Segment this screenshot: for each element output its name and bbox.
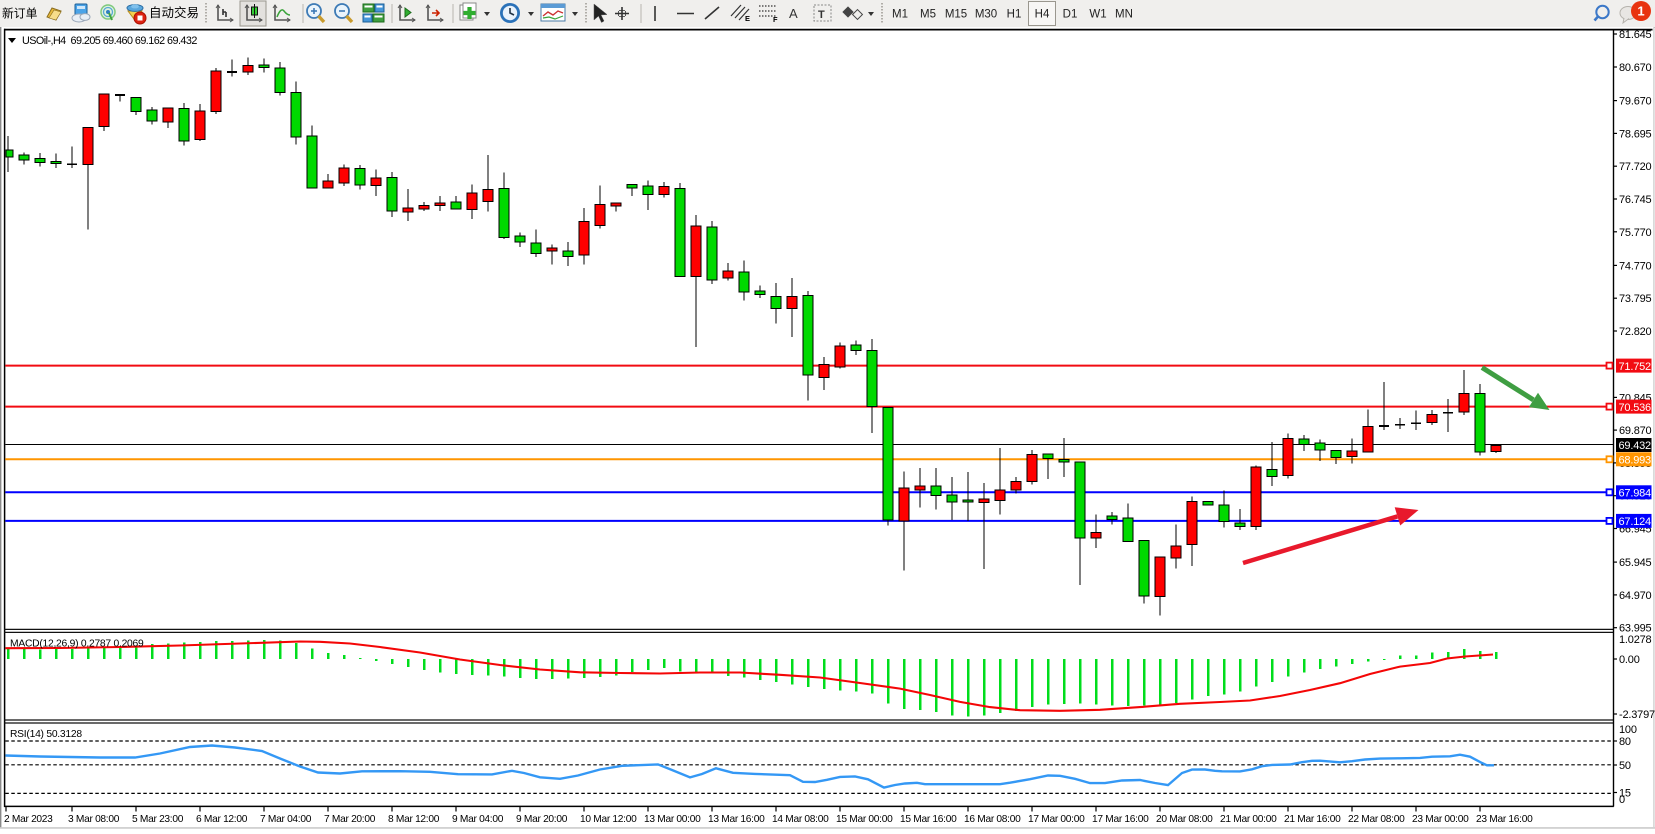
svg-text:5 Mar 23:00: 5 Mar 23:00 [132, 814, 184, 825]
svg-text:67.984: 67.984 [1619, 488, 1652, 500]
svg-text:74.770: 74.770 [1619, 260, 1652, 272]
svg-text:14 Mar 08:00: 14 Mar 08:00 [772, 814, 829, 825]
svg-text:1.0278: 1.0278 [1619, 634, 1652, 646]
svg-text:8 Mar 12:00: 8 Mar 12:00 [388, 814, 440, 825]
svg-text:3 Mar 08:00: 3 Mar 08:00 [68, 814, 120, 825]
svg-text:21 Mar 16:00: 21 Mar 16:00 [1284, 814, 1341, 825]
svg-text:自动交易: 自动交易 [149, 5, 199, 20]
svg-text:23 Mar 00:00: 23 Mar 00:00 [1412, 814, 1469, 825]
svg-text:E: E [745, 14, 750, 23]
svg-text:RSI(14) 50.3128: RSI(14) 50.3128 [10, 729, 82, 740]
svg-text:2 Mar 2023: 2 Mar 2023 [4, 814, 53, 825]
svg-text:0.00: 0.00 [1619, 654, 1640, 666]
svg-text:21 Mar 00:00: 21 Mar 00:00 [1220, 814, 1277, 825]
svg-text:D1: D1 [1063, 9, 1078, 21]
svg-text:80: 80 [1619, 736, 1631, 748]
svg-text:13 Mar 16:00: 13 Mar 16:00 [708, 814, 765, 825]
svg-text:MN: MN [1115, 9, 1133, 21]
svg-text:79.670: 79.670 [1619, 96, 1652, 108]
svg-text:H1: H1 [1007, 9, 1022, 21]
svg-text:81.645: 81.645 [1619, 29, 1652, 41]
svg-text:80.670: 80.670 [1619, 62, 1652, 74]
svg-text:50: 50 [1619, 760, 1631, 772]
svg-text:72.820: 72.820 [1619, 326, 1652, 338]
svg-text:78.695: 78.695 [1619, 128, 1652, 140]
svg-text:9 Mar 20:00: 9 Mar 20:00 [516, 814, 568, 825]
svg-text:-2.3797: -2.3797 [1619, 709, 1655, 721]
svg-text:65.945: 65.945 [1619, 557, 1652, 569]
svg-text:20 Mar 08:00: 20 Mar 08:00 [1156, 814, 1213, 825]
svg-text:MACD(12,26,9) 0.2787 0.2069: MACD(12,26,9) 0.2787 0.2069 [10, 639, 144, 650]
svg-text:73.795: 73.795 [1619, 293, 1652, 305]
svg-text:USOil-,H4 69.205 69.460 69.16: USOil-,H4 69.205 69.460 69.162 69.432 [22, 35, 197, 47]
svg-text:75.770: 75.770 [1619, 227, 1652, 239]
svg-text:22 Mar 08:00: 22 Mar 08:00 [1348, 814, 1405, 825]
svg-text:70.536: 70.536 [1619, 402, 1652, 414]
svg-text:67.124: 67.124 [1619, 516, 1652, 528]
svg-text:69.870: 69.870 [1619, 425, 1652, 437]
svg-text:76.745: 76.745 [1619, 194, 1652, 206]
svg-text:M1: M1 [892, 9, 908, 21]
svg-text:新订单: 新订单 [2, 7, 38, 21]
svg-text:M30: M30 [975, 9, 997, 21]
svg-text:A: A [789, 6, 798, 21]
svg-text:7 Mar 20:00: 7 Mar 20:00 [324, 814, 376, 825]
svg-text:100: 100 [1619, 724, 1637, 736]
svg-text:63.995: 63.995 [1619, 623, 1652, 635]
svg-text:16 Mar 08:00: 16 Mar 08:00 [964, 814, 1021, 825]
svg-text:13 Mar 00:00: 13 Mar 00:00 [644, 814, 701, 825]
svg-text:F: F [773, 15, 778, 24]
svg-text:7 Mar 04:00: 7 Mar 04:00 [260, 814, 312, 825]
svg-text:9 Mar 04:00: 9 Mar 04:00 [452, 814, 504, 825]
svg-text:10 Mar 12:00: 10 Mar 12:00 [580, 814, 637, 825]
svg-text:H4: H4 [1035, 9, 1050, 21]
svg-text:T: T [818, 9, 825, 21]
svg-text:1: 1 [1637, 4, 1644, 19]
svg-text:15 Mar 00:00: 15 Mar 00:00 [836, 814, 893, 825]
svg-text:17 Mar 16:00: 17 Mar 16:00 [1092, 814, 1149, 825]
svg-text:6 Mar 12:00: 6 Mar 12:00 [196, 814, 248, 825]
svg-text:23 Mar 16:00: 23 Mar 16:00 [1476, 814, 1533, 825]
svg-text:71.752: 71.752 [1619, 361, 1652, 373]
svg-text:64.970: 64.970 [1619, 590, 1652, 602]
svg-text:M15: M15 [945, 9, 967, 21]
svg-text:17 Mar 00:00: 17 Mar 00:00 [1028, 814, 1085, 825]
svg-text:M5: M5 [920, 9, 936, 21]
svg-text:15 Mar 16:00: 15 Mar 16:00 [900, 814, 957, 825]
svg-text:15: 15 [1619, 788, 1631, 800]
svg-text:0: 0 [1619, 794, 1625, 806]
svg-text:77.720: 77.720 [1619, 161, 1652, 173]
svg-text:69.432: 69.432 [1619, 440, 1652, 452]
svg-text:W1: W1 [1089, 9, 1106, 21]
svg-text:68.993: 68.993 [1619, 455, 1652, 467]
